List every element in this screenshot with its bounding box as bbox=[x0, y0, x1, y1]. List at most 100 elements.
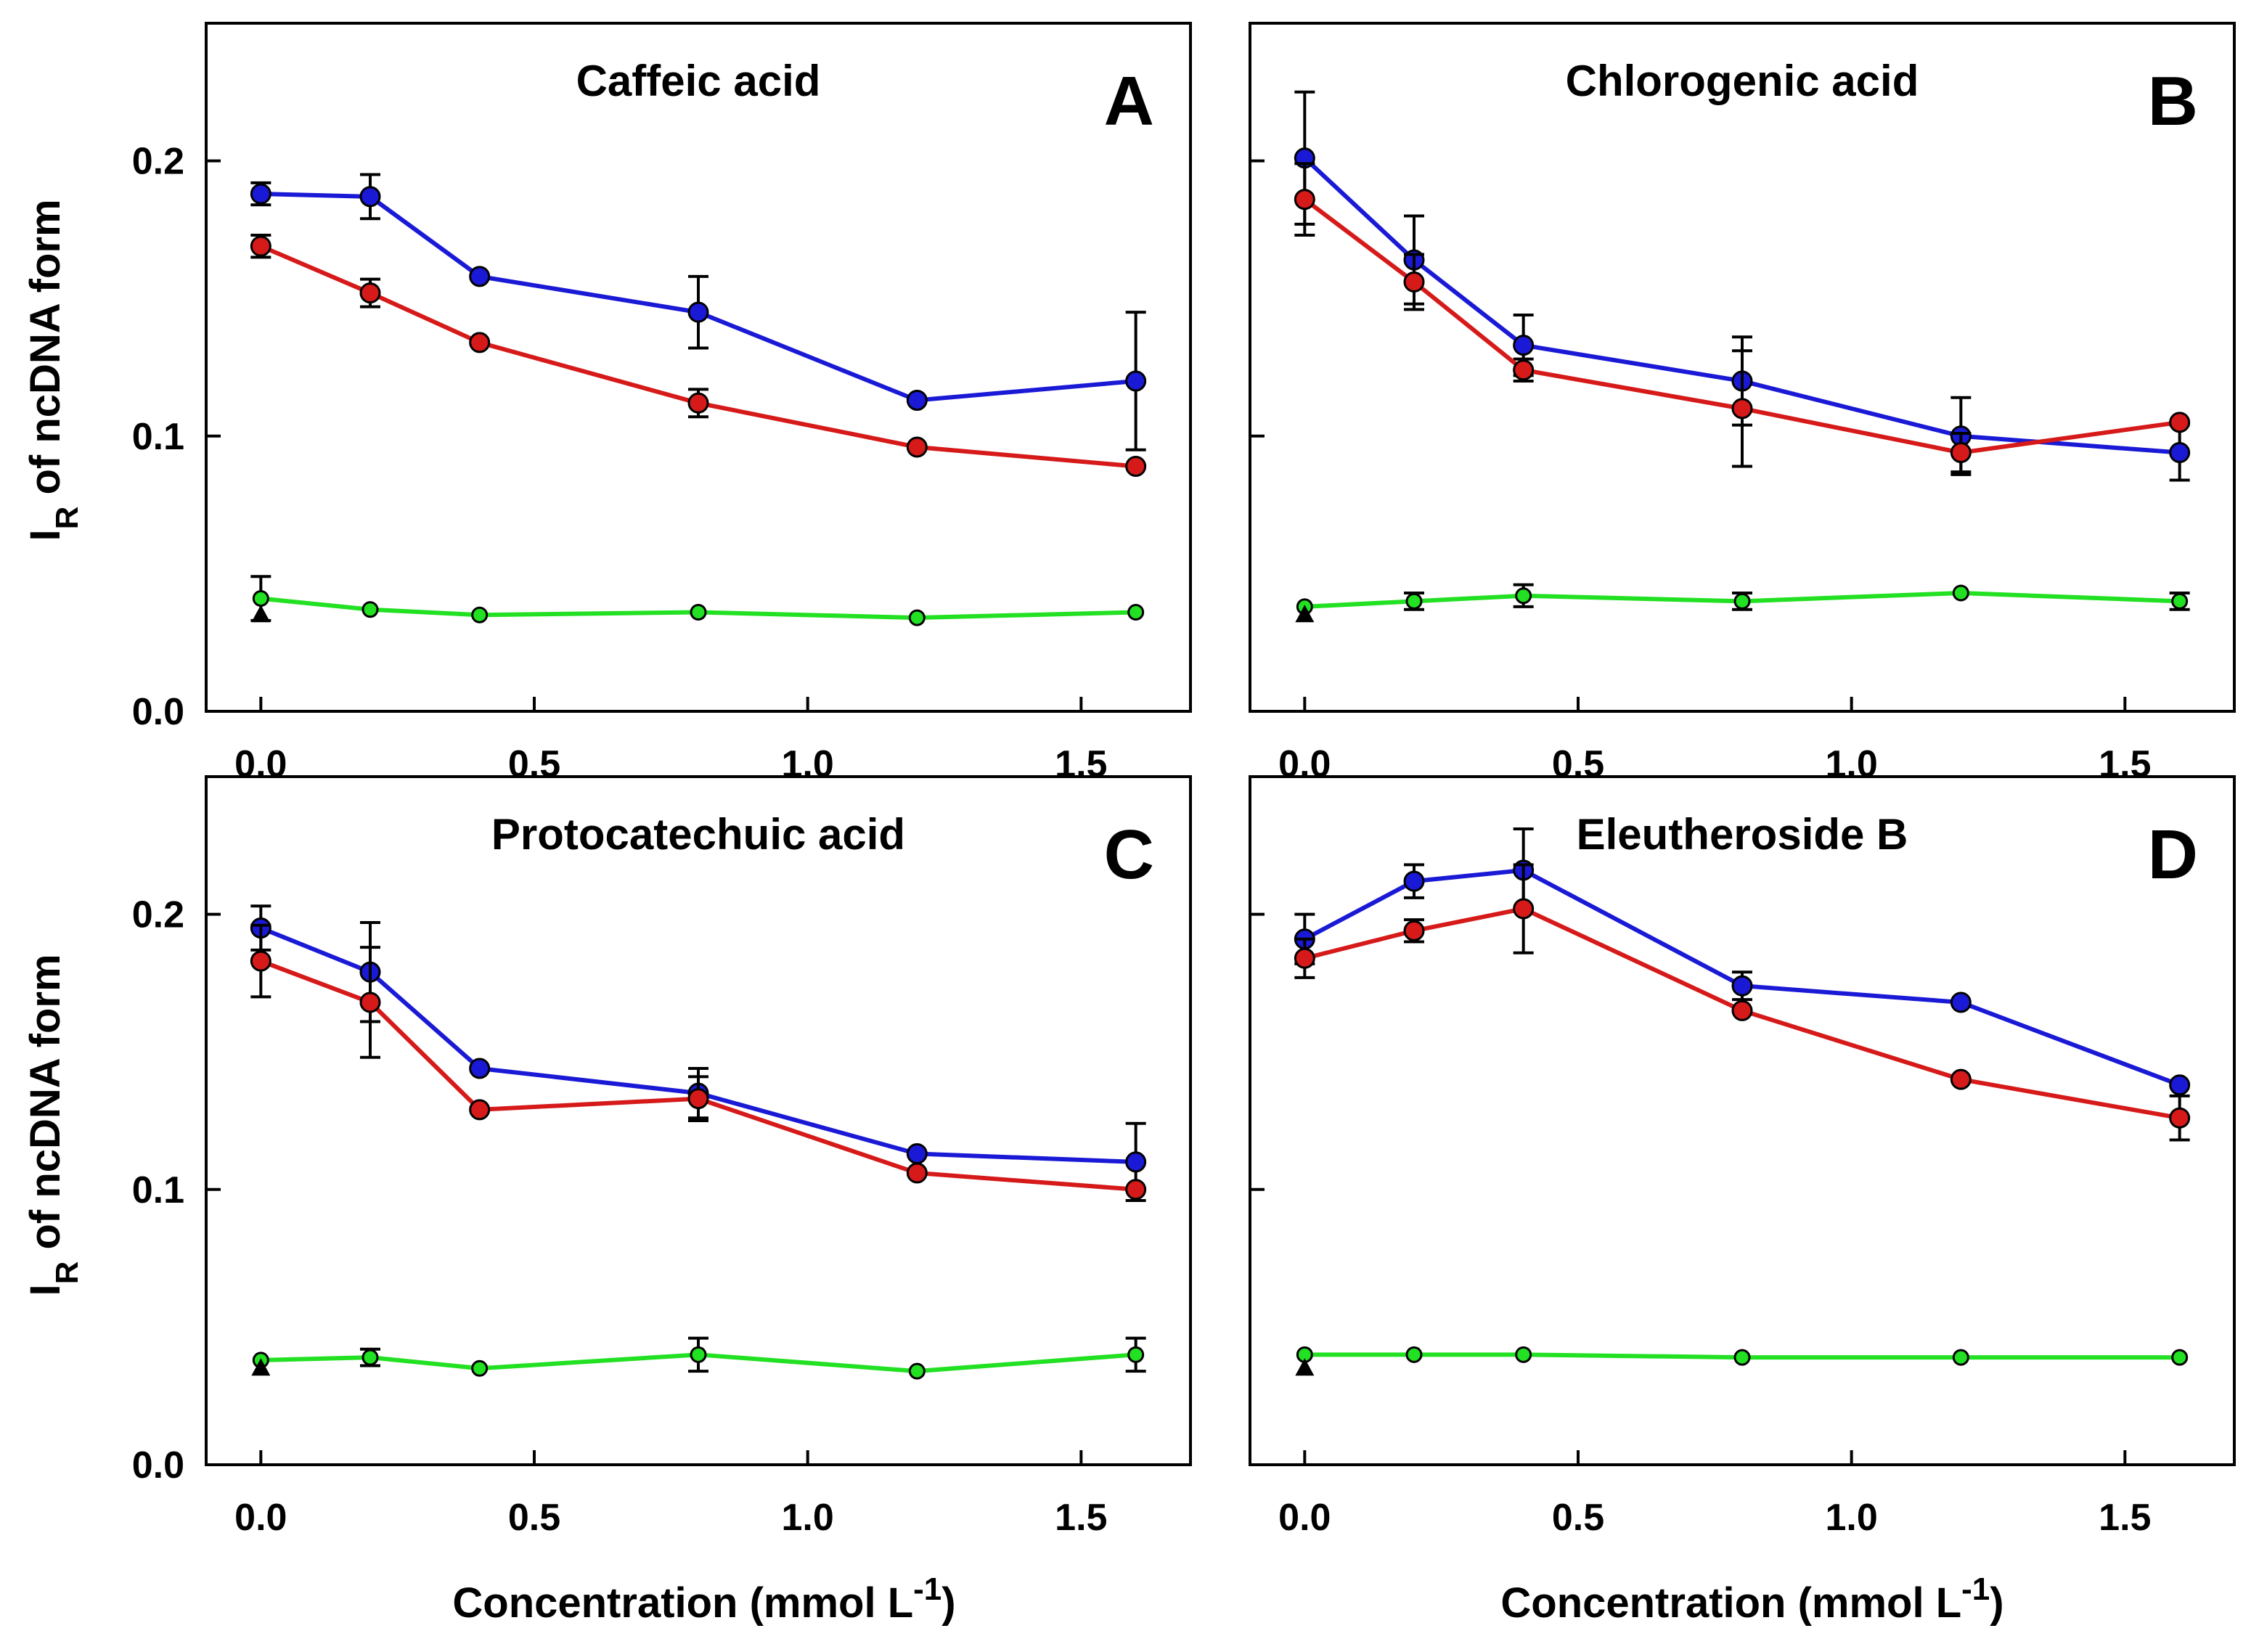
panel-d-red-point bbox=[1513, 898, 1535, 920]
panel-d-red-point bbox=[1294, 947, 1315, 969]
panel-d-x-tick-label: 1.0 bbox=[1826, 1497, 1878, 1539]
panel-b-red-point bbox=[1294, 189, 1315, 210]
panel-c-green-point bbox=[361, 1349, 379, 1366]
panel-c-y-tick-label: 0.1 bbox=[132, 1169, 184, 1211]
panel-a-frame bbox=[205, 22, 1192, 713]
panel-a-green-line bbox=[261, 596, 1136, 621]
panel-d-blue-point bbox=[1950, 991, 1972, 1013]
panel-a-blue-line bbox=[261, 192, 1136, 403]
panel-b-x-tick-label: 0.0 bbox=[1278, 743, 1331, 785]
panel-a-green-point bbox=[908, 609, 926, 626]
panel-a-x-tick-label: 1.5 bbox=[1055, 743, 1107, 785]
panel-c-frame bbox=[205, 775, 1192, 1466]
panel-a-letter: A bbox=[1104, 62, 1154, 140]
panel-c-blue-point bbox=[1125, 1151, 1147, 1173]
panel-d-red-point bbox=[1731, 999, 1753, 1021]
panel-a-green-point bbox=[690, 603, 707, 621]
panel-a-red-point bbox=[469, 332, 491, 353]
panel-b-green-line bbox=[1304, 590, 2180, 609]
panel-b-green-point bbox=[1952, 584, 1969, 602]
panel-c-red-point bbox=[906, 1162, 928, 1184]
panel-b-green-point bbox=[1515, 587, 1532, 605]
panel-c-title: Protocatechuic acid bbox=[491, 810, 905, 859]
panel-b: Chlorogenic acid B 0.0 0.5 1.0 1.5 bbox=[1249, 22, 2236, 785]
panel-a-y-tick-label: 0.2 bbox=[132, 141, 184, 183]
panel-d-green-point bbox=[1515, 1346, 1532, 1363]
panel-a-blue-point bbox=[1125, 370, 1147, 392]
panel-c: Protocatechuic acid C 0.0 0.5 1.0 1.5 0.0 0.1 0.… bbox=[132, 775, 1192, 1539]
panel-a-blue-point bbox=[687, 301, 709, 323]
panel-c-x-tick-label: 0.0 bbox=[234, 1497, 287, 1539]
panel-c-red-point bbox=[687, 1088, 709, 1110]
panel-c-x-tick-label: 0.5 bbox=[508, 1497, 560, 1539]
panel-c-red-point bbox=[469, 1099, 491, 1121]
panel-a-red-point bbox=[1125, 456, 1147, 478]
panel-c-green-point bbox=[1127, 1346, 1145, 1363]
panel-b-x-tick-label: 0.5 bbox=[1552, 743, 1604, 785]
panel-c-red-line bbox=[260, 959, 1136, 1192]
panel-d-control-triangle bbox=[1295, 1358, 1315, 1376]
panel-c-blue-point bbox=[906, 1143, 928, 1165]
y-axis-label-bottom: IR of ncDNA form bbox=[22, 954, 85, 1296]
panel-d-blue-point bbox=[1403, 870, 1425, 892]
panel-c-y-tick-label: 0.2 bbox=[132, 894, 184, 936]
panel-d-x-tick-label: 0.0 bbox=[1278, 1497, 1331, 1539]
panel-b-red-point bbox=[1513, 359, 1535, 381]
panel-c-x-tick-label: 1.0 bbox=[782, 1497, 834, 1539]
panel-c-green-line bbox=[261, 1352, 1136, 1374]
panel-c-green-point bbox=[690, 1346, 707, 1363]
panel-a-y-tick-label: 0.0 bbox=[132, 691, 184, 733]
y-axis-label-top: IR of ncDNA form bbox=[22, 199, 85, 541]
panel-b-title: Chlorogenic acid bbox=[1566, 57, 1919, 105]
panel-c-y-tick-label: 0.0 bbox=[132, 1444, 184, 1487]
panel-d-green-point bbox=[1405, 1346, 1423, 1363]
panel-b-blue-point bbox=[1513, 335, 1535, 356]
panel-d-blue-point bbox=[1731, 975, 1753, 997]
panel-d-frame bbox=[1249, 775, 2236, 1466]
panel-a-title: Caffeic acid bbox=[576, 57, 821, 105]
panel-d-letter: D bbox=[2148, 816, 2198, 894]
panel-b-frame bbox=[1249, 22, 2236, 713]
panel-a-red-point bbox=[359, 282, 381, 304]
panel-c-blue-point bbox=[469, 1058, 491, 1079]
panel-c-red-point bbox=[359, 991, 381, 1013]
panel-c-green-point bbox=[471, 1359, 489, 1377]
panel-d-red-point bbox=[1950, 1068, 1972, 1090]
panel-a-red-line bbox=[260, 244, 1136, 469]
panel-d-red-line bbox=[1304, 906, 2181, 1121]
panel-d-x-tick-label: 1.5 bbox=[2099, 1497, 2151, 1539]
panel-c-blue-line bbox=[260, 925, 1136, 1164]
panel-b-red-point bbox=[1731, 398, 1753, 420]
panel-c-green-point bbox=[908, 1362, 926, 1380]
panel-a-x-tick-label: 0.5 bbox=[508, 743, 560, 785]
panel-c-control-triangle bbox=[251, 1358, 271, 1376]
panel-a-blue-point bbox=[250, 183, 271, 205]
panel-b-x-tick-label: 1.0 bbox=[1826, 743, 1878, 785]
panel-b-red-line bbox=[1303, 197, 2181, 455]
panel-a-blue-point bbox=[469, 266, 491, 287]
panel-d-green-point bbox=[1952, 1349, 1969, 1366]
panel-b-green-point bbox=[2171, 592, 2189, 610]
panel-d-green-point bbox=[1733, 1349, 1751, 1366]
panel-d-red-point bbox=[1403, 920, 1425, 941]
panel-c-x-tick-label: 1.5 bbox=[1055, 1497, 1107, 1539]
panel-d-title: Eleutheroside B bbox=[1577, 810, 1908, 859]
panel-a-x-tick-label: 1.0 bbox=[782, 743, 834, 785]
panel-d: Eleutheroside B D 0.0 0.5 1.0 1.5 bbox=[1249, 775, 2236, 1539]
panel-a: Caffeic acid A 0.0 0.5 1.0 1.5 0.0 0.1 0.2 bbox=[132, 22, 1192, 785]
panel-b-green-point bbox=[1405, 592, 1423, 610]
panel-d-x-tick-label: 0.5 bbox=[1552, 1497, 1604, 1539]
panel-a-red-point bbox=[906, 436, 928, 458]
panel-a-red-point bbox=[687, 392, 709, 414]
panel-a-green-point bbox=[361, 601, 379, 618]
panel-a-control-triangle bbox=[251, 605, 271, 623]
panel-a-green-point bbox=[471, 606, 489, 623]
panel-c-letter: C bbox=[1104, 816, 1154, 894]
panel-d-blue-point bbox=[2169, 1074, 2191, 1096]
panel-c-red-point bbox=[250, 950, 271, 972]
x-axis-label-left: Concentration (mmol L-1) bbox=[452, 1571, 955, 1627]
panel-d-red-point bbox=[2169, 1107, 2191, 1129]
panel-b-green-point bbox=[1733, 592, 1751, 610]
panel-a-green-point bbox=[252, 590, 269, 608]
